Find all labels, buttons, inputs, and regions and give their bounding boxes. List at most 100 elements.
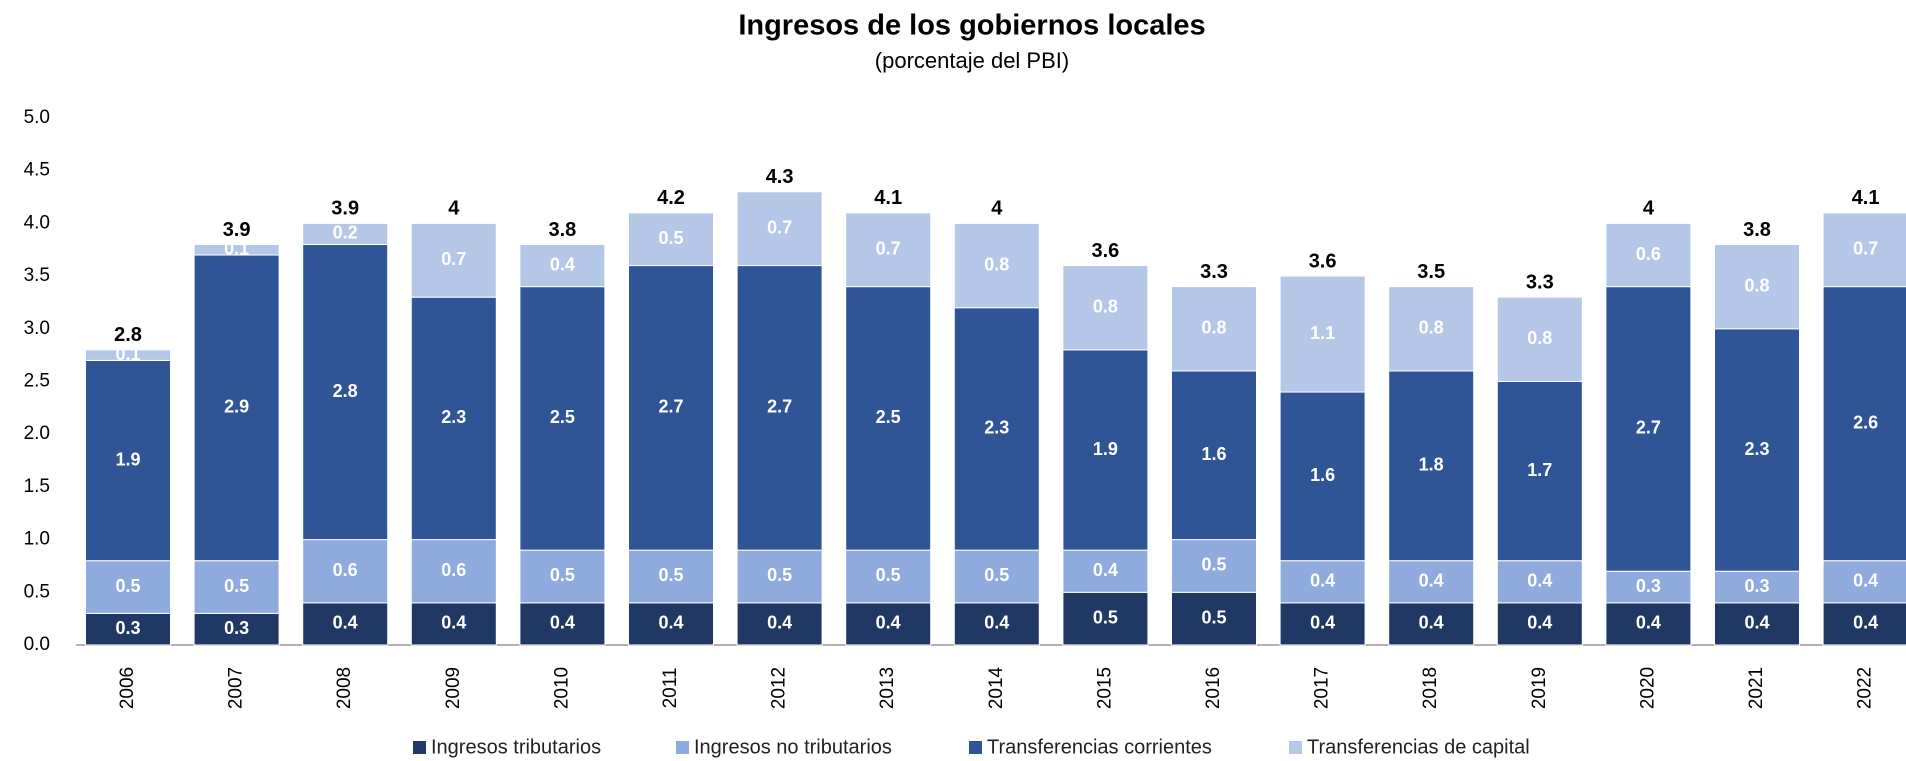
bar-segment <box>953 602 1040 646</box>
value-label: 0.3 <box>1636 576 1661 596</box>
chart-title: Ingresos de los gobiernos locales <box>738 10 1205 42</box>
bar-segment <box>736 191 823 267</box>
y-tick-label: 2.5 <box>24 371 50 392</box>
bar-segment <box>1822 212 1906 288</box>
value-label: 0.5 <box>224 576 249 596</box>
bar-segment <box>1714 243 1800 330</box>
total-label: 4.1 <box>874 187 902 209</box>
x-tick-label: 2011 <box>660 668 681 709</box>
bar-segment <box>1605 602 1692 646</box>
value-label: 0.1 <box>115 344 140 364</box>
bar-segment <box>1496 296 1583 382</box>
value-label: 1.8 <box>1419 455 1444 475</box>
value-label: 0.4 <box>767 613 792 633</box>
bar-segment <box>736 549 823 604</box>
total-label: 3.6 <box>1091 240 1119 262</box>
bar-segment <box>1822 560 1906 604</box>
bar-segment <box>85 612 171 646</box>
legend-label: Transferencias de capital <box>1307 736 1530 758</box>
bar-segment <box>302 222 389 245</box>
value-label: 1.7 <box>1527 460 1552 480</box>
value-label: 0.4 <box>1527 571 1552 591</box>
value-label: 0.8 <box>1527 328 1552 348</box>
value-label: 0.6 <box>441 560 466 580</box>
x-tick-label: 2021 <box>1746 667 1767 709</box>
value-label: 0.5 <box>876 565 901 585</box>
bar-segment <box>953 549 1040 604</box>
x-tick-label: 2007 <box>226 667 247 709</box>
value-label: 0.4 <box>1310 571 1335 591</box>
value-label: 2.7 <box>767 397 792 417</box>
value-label: 0.4 <box>1419 571 1444 591</box>
bar-segment <box>1171 370 1257 541</box>
y-tick-label: 0.0 <box>24 634 50 655</box>
value-label: 2.6 <box>1853 412 1878 432</box>
total-label: 3.3 <box>1200 261 1228 283</box>
value-label: 0.4 <box>1636 613 1661 633</box>
bar-segment <box>193 254 280 562</box>
y-tick-label: 1.5 <box>24 476 50 497</box>
value-label: 0.2 <box>333 223 358 243</box>
bar-segment <box>1388 286 1475 372</box>
chart-subtitle: (porcentaje del PBI) <box>875 48 1069 73</box>
value-label: 1.6 <box>1310 465 1335 485</box>
bar-segment <box>845 286 932 551</box>
bar-segment <box>628 212 714 267</box>
value-label: 2.5 <box>876 407 901 427</box>
value-label: 2.3 <box>984 418 1009 438</box>
value-label: 0.7 <box>876 239 901 259</box>
value-label: 0.8 <box>1419 318 1444 338</box>
value-label: 0.4 <box>1093 560 1118 580</box>
bar-segment <box>628 265 714 551</box>
bar-segment <box>410 296 497 541</box>
value-label: 0.5 <box>767 565 792 585</box>
value-label: 0.4 <box>658 613 683 633</box>
bar-segment <box>1822 602 1906 646</box>
bar-segment <box>953 222 1040 309</box>
total-label: 3.8 <box>1743 219 1771 241</box>
y-tick-label: 2.0 <box>24 423 50 444</box>
bar-segment <box>302 602 389 646</box>
bar-segment <box>1279 560 1366 604</box>
value-label: 0.1 <box>224 239 249 259</box>
total-label: 4 <box>1643 198 1655 220</box>
bar-segment <box>1714 570 1800 604</box>
value-label: 0.5 <box>550 565 575 585</box>
value-label: 0.8 <box>984 254 1009 274</box>
x-tick-label: 2015 <box>1094 667 1115 709</box>
total-label: 3.8 <box>548 219 576 241</box>
bar-segment <box>1388 560 1475 604</box>
value-label: 0.6 <box>333 560 358 580</box>
bar-segment <box>628 602 714 646</box>
bar-segment <box>1279 275 1366 393</box>
value-label: 1.9 <box>1093 439 1118 459</box>
y-tick-label: 4.0 <box>24 212 50 233</box>
bar-segment <box>519 549 606 604</box>
bar-segment <box>1496 560 1583 604</box>
value-label: 2.5 <box>550 407 575 427</box>
bar-segment <box>519 243 606 288</box>
total-label: 2.8 <box>114 324 142 346</box>
value-label: 0.7 <box>1853 239 1878 259</box>
legend-label: Ingresos tributarios <box>431 736 601 758</box>
value-label: 0.5 <box>115 576 140 596</box>
value-label: 0.5 <box>658 565 683 585</box>
value-label: 0.5 <box>1093 607 1118 627</box>
value-label: 2.3 <box>1744 439 1769 459</box>
x-tick-label: 2009 <box>443 667 464 709</box>
y-tick-label: 0.5 <box>24 581 50 602</box>
y-tick-label: 3.5 <box>24 265 50 286</box>
bar-segment <box>1605 222 1692 288</box>
legend-swatch <box>1289 741 1302 754</box>
bar-segment <box>845 549 932 604</box>
bar-segment <box>1388 602 1475 646</box>
bar-segment <box>193 612 280 646</box>
total-label: 4.2 <box>657 187 685 209</box>
bar-segment <box>953 307 1040 551</box>
total-label: 4.1 <box>1852 187 1880 209</box>
value-label: 0.7 <box>767 217 792 237</box>
total-label: 3.9 <box>331 198 359 220</box>
value-label: 0.5 <box>984 565 1009 585</box>
value-label: 2.3 <box>441 407 466 427</box>
bar-segment <box>410 222 497 298</box>
